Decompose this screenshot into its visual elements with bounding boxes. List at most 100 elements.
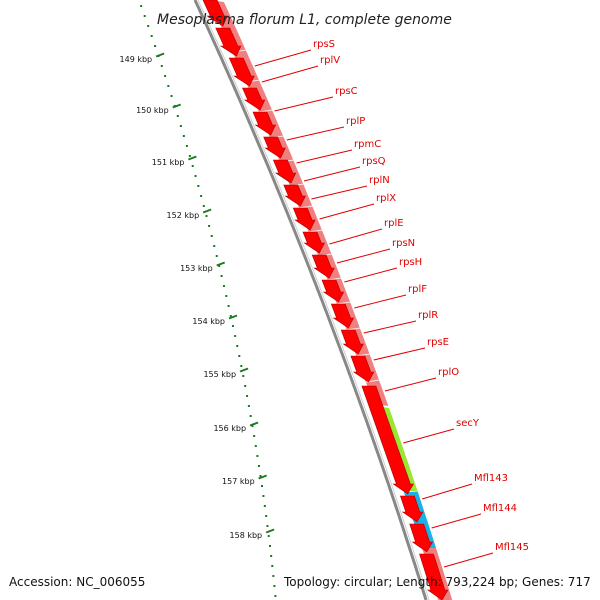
axis-dot xyxy=(231,325,234,327)
gene-leader xyxy=(384,377,437,392)
kbp-tick-label: 151 kbp xyxy=(152,158,185,167)
axis-dot xyxy=(164,75,167,77)
axis-dot xyxy=(210,235,213,237)
axis-dot xyxy=(260,485,263,487)
axis-dot xyxy=(236,345,239,347)
axis-dot xyxy=(227,305,230,307)
axis-dot xyxy=(270,555,273,557)
axis-dot xyxy=(154,45,157,47)
gene-leader xyxy=(422,483,473,500)
gene-leader xyxy=(254,49,312,67)
axis-dot xyxy=(234,335,237,337)
axis-dot xyxy=(188,155,191,157)
cds-arrow xyxy=(340,329,364,355)
axis-major-tick xyxy=(228,314,238,320)
axis-dot xyxy=(247,405,250,407)
gene-label-rplv: rplV xyxy=(320,55,340,66)
gene-label-rpsn: rpsN xyxy=(392,238,415,249)
axis-dot xyxy=(170,95,173,97)
lane-divider xyxy=(308,229,323,233)
axis-dot xyxy=(205,215,208,217)
backbone-inner xyxy=(197,0,430,600)
cds-arrow xyxy=(399,495,424,523)
axis-dot xyxy=(140,5,143,7)
axis-dot xyxy=(244,385,247,387)
axis-dot xyxy=(213,245,216,247)
axis-dot xyxy=(254,445,257,447)
axis-dot xyxy=(202,205,205,207)
kbp-tick-label: 153 kbp xyxy=(180,264,213,273)
lane-divider xyxy=(356,353,371,357)
axis-dot xyxy=(218,265,221,267)
axis-dot xyxy=(265,515,268,517)
axis-dot xyxy=(268,545,271,547)
axis-dot xyxy=(160,65,163,67)
gene-label-rpsc: rpsC xyxy=(335,86,358,97)
gene-label-rpsq: rpsQ xyxy=(362,156,386,167)
gene-label-rplp: rplP xyxy=(346,116,365,127)
axis-dot xyxy=(256,455,259,457)
axis-dot xyxy=(274,595,277,597)
axis-dot xyxy=(200,195,203,197)
gene-leader xyxy=(286,126,345,141)
axis-dot xyxy=(229,315,232,317)
lane-divider xyxy=(327,277,342,281)
kbp-tick-label: 158 kbp xyxy=(230,531,263,540)
genome-backbone xyxy=(193,0,430,600)
cds-arrow xyxy=(350,355,375,383)
gene-label-rpmc: rpmC xyxy=(354,139,381,150)
axis-dot xyxy=(185,145,188,147)
lane-divider xyxy=(346,327,361,331)
kbp-tick-label: 154 kbp xyxy=(192,317,225,326)
axis-major-tick xyxy=(172,103,182,109)
cds-arrow xyxy=(252,111,276,136)
axis-dot xyxy=(266,525,269,527)
backbone-outer xyxy=(193,0,428,600)
axis-dot xyxy=(238,355,241,357)
cds-arrow xyxy=(419,553,449,600)
kbp-tick-label: 156 kbp xyxy=(213,424,246,433)
cds-arrow xyxy=(311,254,335,279)
axis-dot xyxy=(225,295,228,297)
axis-dot xyxy=(167,85,170,87)
gene-label-rpln: rplN xyxy=(369,175,390,186)
gene-leader xyxy=(443,552,494,568)
kbp-tick-label: 157 kbp xyxy=(222,477,255,486)
axis-major-tick xyxy=(202,208,212,214)
gene-label-rplf: rplF xyxy=(408,284,427,295)
gene-label-rpss: rpsS xyxy=(313,39,335,50)
kbp-axis xyxy=(140,5,277,597)
gene-leader xyxy=(336,248,391,264)
axis-dot xyxy=(143,15,146,17)
axis-dot xyxy=(251,425,254,427)
axis-dot xyxy=(150,35,153,37)
gene-leader xyxy=(354,294,407,309)
gene-labels: rpsS rplV rpsC rplP rpmC rpsQ rplN rplX rplE rpsN… xyxy=(254,39,529,568)
gene-leader xyxy=(344,267,398,283)
axis-dot xyxy=(182,135,185,137)
axis-dot xyxy=(262,495,265,497)
gene-leader xyxy=(296,149,353,164)
cds-arrow xyxy=(321,279,345,303)
cds-arrow xyxy=(242,87,266,111)
axis-major-tick xyxy=(258,474,268,480)
lane-divider xyxy=(298,205,314,209)
axis-dot xyxy=(194,175,197,177)
cds-arrow xyxy=(215,27,242,57)
gene-leader xyxy=(431,513,482,529)
cds-arrow xyxy=(330,303,355,329)
axis-dot xyxy=(208,225,211,227)
kbp-tick-label: 149 kbp xyxy=(120,55,153,64)
gene-label-mfl145: Mfl145 xyxy=(495,542,529,553)
axis-dot xyxy=(147,25,150,27)
lane-divider xyxy=(258,109,273,113)
axis-major-tick xyxy=(216,261,226,267)
axis-major-tick xyxy=(249,421,259,427)
map-title: Mesoplasma florum L1, complete genome xyxy=(157,12,452,28)
axis-major-tick xyxy=(188,155,197,161)
kbp-tick-label: 150 kbp xyxy=(136,106,169,115)
axis-dot xyxy=(259,475,262,477)
gene-leader xyxy=(303,166,361,182)
gene-leader xyxy=(373,347,426,361)
